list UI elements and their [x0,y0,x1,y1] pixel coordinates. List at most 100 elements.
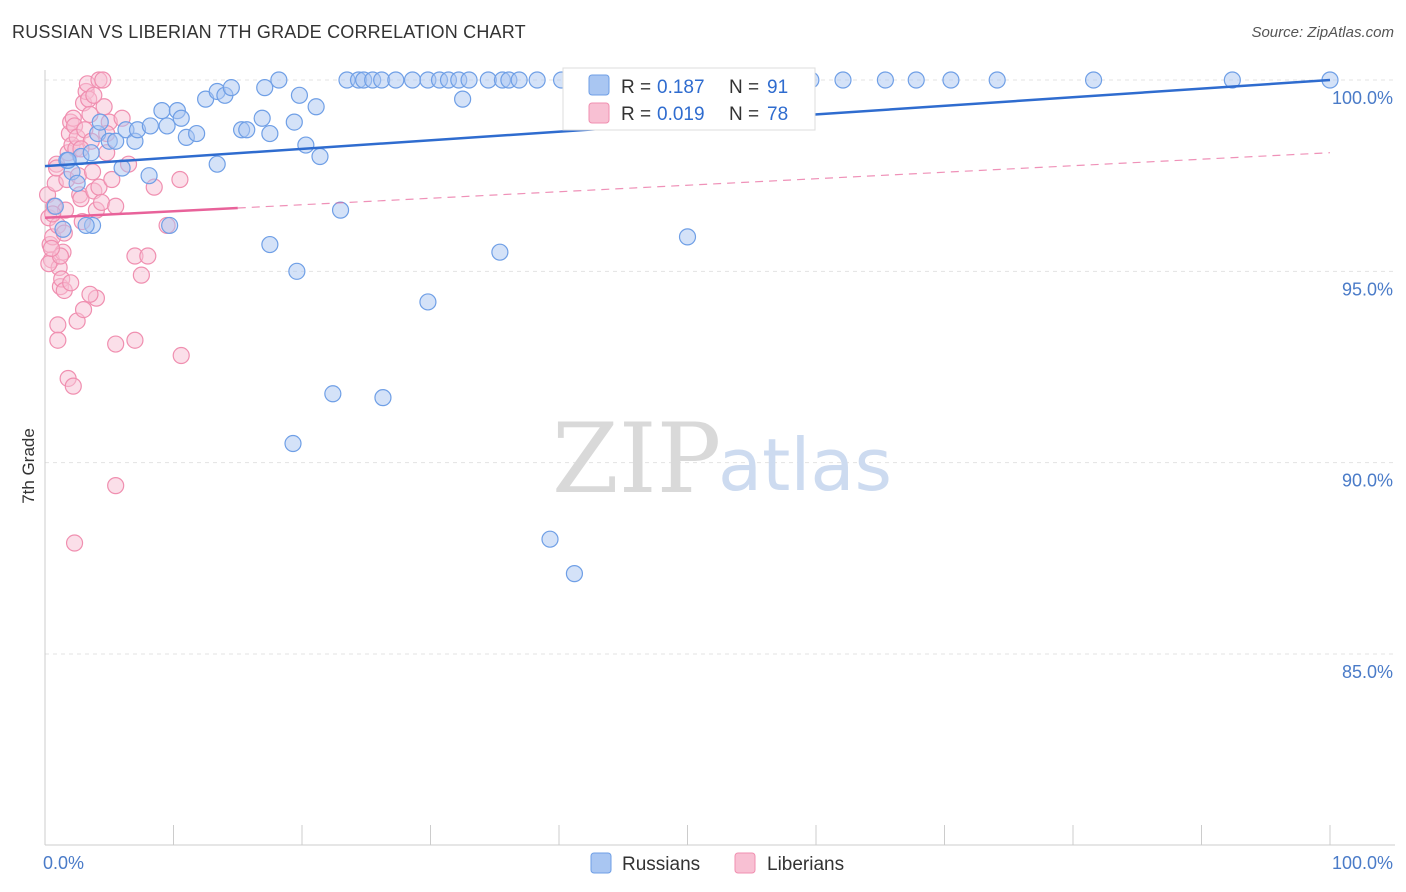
legend-liberians-n-label: N = [729,104,759,125]
y-tick-label: 85.0% [1342,662,1393,682]
liberians-point [132,266,150,284]
liberians-point [74,301,93,319]
y-tick-label: 100.0% [1332,88,1393,108]
russians-point [82,144,100,162]
russians-point [331,201,350,219]
russians-point [172,109,190,127]
russians-point [153,102,171,120]
liberians-point [103,170,121,189]
russians-point [253,109,271,127]
liberians-point [107,477,125,495]
russians-point [297,136,315,154]
legend-russians-n-label: N = [729,77,759,98]
legend-russians-r-label: R = [621,77,651,98]
russians-point [161,216,179,235]
russians-point [1223,71,1241,89]
russians-point [222,79,240,97]
liberians-trend-extension [237,152,1331,209]
russians-point [285,113,303,131]
russians-point [528,71,546,89]
liberians-point [172,346,190,365]
y-axis-label: 7th Grade [19,428,38,504]
russians-point [256,79,274,97]
russians-point [834,71,852,89]
bottom-legend-liberians: Liberians [767,854,844,875]
legend-swatch-russians [588,74,610,96]
russians-point [876,71,894,89]
liberians-point [94,71,112,89]
russians-point [387,71,405,89]
liberians-point [107,335,125,353]
legend-liberians-r-value: 0.019 [657,104,705,125]
y-tick-label: 95.0% [1342,279,1393,299]
russians-point [91,113,109,131]
watermark-atlas: atlas [718,423,892,507]
liberians-point [42,239,61,257]
russians-point [238,121,256,139]
watermark-zip: ZIP [552,403,721,515]
russians-point [141,117,159,135]
liberians-point [49,316,67,334]
russians-point [403,71,422,89]
y-tick-labels: 100.0% 95.0% 90.0% 85.0% [1332,88,1393,682]
russians-point [107,132,125,150]
russians-point [678,228,697,246]
russians-point [290,86,309,104]
legend-liberians-r-label: R = [621,104,651,125]
y-tick-label: 90.0% [1342,471,1393,491]
russians-point [261,235,279,254]
watermark: ZIP atlas [552,403,892,515]
russians-point [1084,71,1103,89]
russians-points [46,71,1339,583]
liberians-point [92,193,111,212]
series-legend: Russians Liberians [590,852,844,875]
russians-point [491,243,509,261]
russians-point [140,167,158,185]
russians-point [261,124,279,143]
bottom-legend-russians: Russians [622,854,700,875]
liberians-point [83,163,102,181]
gridlines [45,79,1395,655]
liberians-point [65,534,84,552]
liberians-point [107,197,125,215]
x-tick-labels: 0.0% 100.0% [43,853,1393,873]
russians-point [374,389,392,407]
russians-point [541,530,559,548]
correlation-legend: R = 0.187 N = 91 R = 0.019 N = 78 [562,67,816,131]
russians-point [46,197,64,215]
russians-point [188,124,206,143]
source-label: Source: ZipAtlas.com [1251,24,1394,41]
russians-point [565,565,584,583]
liberians-point [139,247,157,265]
x-tick-label: 100.0% [1332,853,1393,873]
russians-point [307,98,325,116]
russians-point [510,71,528,89]
chart-title: RUSSIAN VS LIBERIAN 7TH GRADE CORRELATIO… [12,22,526,42]
liberians-point [62,274,80,292]
liberians-trend-line [44,206,238,220]
bottom-legend-swatch-liberians [734,852,756,874]
russians-point [54,220,72,238]
bottom-legend-swatch-russians [590,852,612,874]
russians-point [419,293,437,311]
liberians-point [126,331,144,349]
russians-point [942,71,960,89]
liberians-point [81,285,99,303]
russians-point [324,385,342,403]
russians-point [270,71,288,89]
russians-point [158,117,176,135]
liberians-point [85,86,103,104]
legend-swatch-liberians [588,102,610,124]
russians-point [208,155,226,173]
russians-point [311,147,329,166]
legend-russians-n-value: 91 [767,77,788,98]
legend-liberians-n-value: 78 [767,104,788,125]
russians-point [454,90,472,108]
liberians-point [171,170,189,189]
russians-point [77,216,95,235]
liberians-point [49,331,67,349]
legend-russians-r-value: 0.187 [657,77,705,98]
russians-point [460,71,478,89]
liberians-point [64,377,82,395]
